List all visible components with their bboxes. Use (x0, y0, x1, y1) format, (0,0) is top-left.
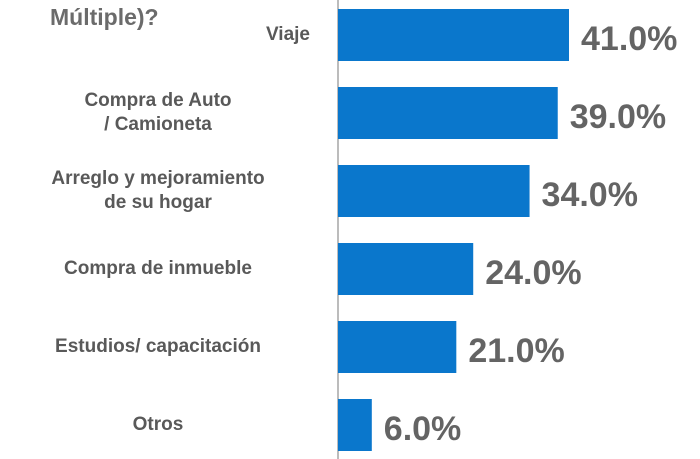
value-label: 34.0% (542, 176, 638, 214)
bar (338, 321, 457, 373)
category-label: Compra de inmueble (64, 258, 252, 279)
bar (338, 243, 474, 295)
bar (338, 87, 558, 139)
category-label: Otros (132, 414, 184, 435)
value-label: 6.0% (384, 410, 462, 448)
bar (338, 399, 372, 451)
value-label: 39.0% (570, 98, 666, 136)
value-label: 41.0% (581, 20, 677, 58)
chart-title: Múltiple)? (50, 4, 159, 30)
category-label: Compra de Auto / Camioneta (84, 90, 232, 135)
bar (338, 9, 569, 61)
category-label: Arreglo y mejoramiento de su hogar (51, 168, 265, 213)
bar (338, 165, 530, 217)
value-label: 21.0% (468, 332, 564, 370)
value-label: 24.0% (485, 254, 581, 292)
category-label: Viaje (265, 24, 310, 45)
category-label: Estudios/ capacitación (55, 336, 261, 357)
